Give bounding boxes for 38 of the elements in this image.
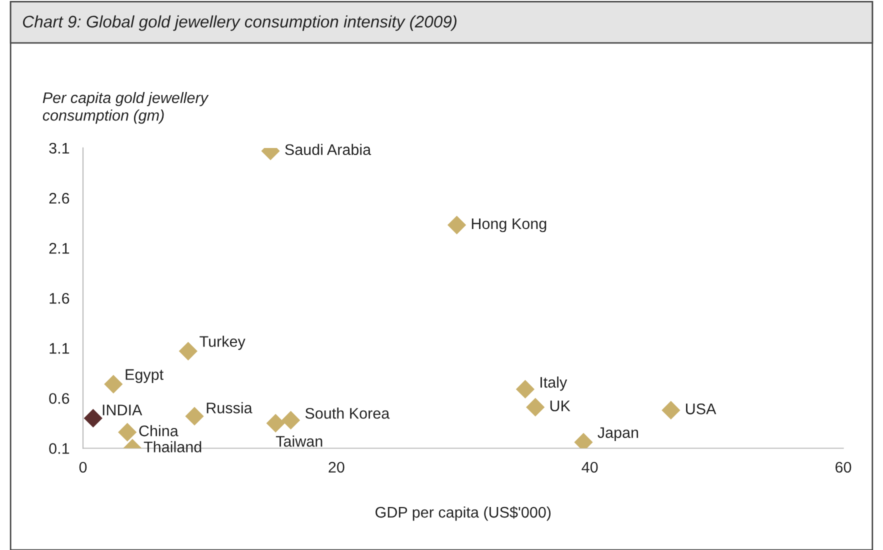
- x-axis-title: GDP per capita (US$'000): [376, 506, 551, 521]
- y-tick-label: 1.1: [50, 343, 70, 354]
- annotation: Saudi Arabia: [285, 144, 372, 156]
- annotation: Taiwan: [276, 436, 322, 447]
- y-tick-label: 0.6: [49, 393, 70, 404]
- annotation: Japan: [598, 427, 638, 442]
- point: [185, 406, 204, 426]
- annotation: Italy: [540, 376, 568, 391]
- annotation: INDIA: [102, 404, 142, 416]
- point: [281, 410, 300, 430]
- annotation: Thailand: [144, 441, 202, 452]
- annotation: China: [139, 425, 178, 436]
- x-tick-label: 20: [328, 462, 344, 473]
- annotation: Russia: [206, 402, 252, 414]
- y-tick-label: 2.6: [49, 192, 70, 204]
- x-tick-label: 40: [582, 462, 598, 473]
- point: [526, 398, 545, 417]
- annotation: Turkey: [200, 336, 246, 350]
- y-axis-title: Per capita gold jewellery consumption (gm): [42, 92, 209, 124]
- chart-title: Chart 9: Global gold jewellery consumption intensity (2009): [22, 15, 456, 31]
- annotation: South Korea: [305, 408, 390, 419]
- y-tick-label: 0.1: [49, 443, 70, 454]
- point: [178, 342, 198, 360]
- annotation: USA: [686, 403, 716, 414]
- y-tick-label: 2.1: [49, 242, 70, 254]
- point: [662, 400, 680, 420]
- y-tick-label: 3.1: [49, 142, 70, 154]
- point: [104, 374, 123, 394]
- annotation: Hong Kong: [472, 218, 546, 232]
- point: [84, 408, 102, 428]
- point: [118, 422, 137, 442]
- y-tick-label: 1.6: [50, 292, 70, 304]
- annotation: Egypt: [126, 369, 164, 383]
- point: [516, 380, 535, 399]
- x-tick-label: 60: [836, 462, 852, 473]
- annotation: UK: [550, 400, 570, 412]
- point: [266, 414, 285, 433]
- x-tick-label: 0: [79, 462, 87, 473]
